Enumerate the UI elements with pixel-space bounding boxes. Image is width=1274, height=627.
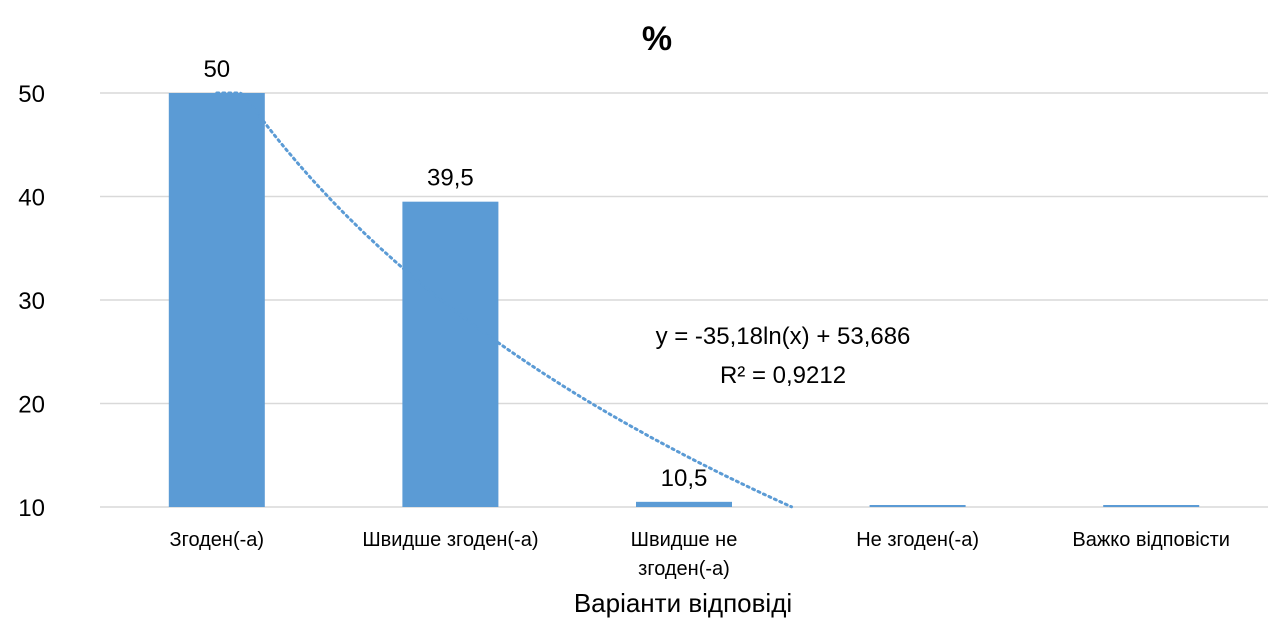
bar [636, 501, 732, 507]
x-tick-label: Важко відповісти [1072, 529, 1230, 551]
y-tick-label: 10 [18, 495, 45, 522]
trendline [215, 91, 793, 509]
y-tick-label: 40 [18, 185, 45, 212]
data-label: 10,5 [661, 465, 708, 492]
bar [168, 93, 265, 507]
data-label: 39,5 [427, 165, 474, 192]
trendline-path [215, 91, 793, 509]
chart-title: % [642, 20, 672, 58]
x-tick-label: Швидше не [631, 529, 738, 551]
y-tick-label: 30 [18, 288, 45, 315]
y-tick-label: 20 [18, 392, 45, 419]
trendline-r-squared: R² = 0,9212 [720, 362, 846, 389]
data-labels: 50 39,5 10,5 [203, 56, 707, 492]
x-tick-label: згоден(-а) [638, 558, 730, 580]
x-axis-ticks: Згоден(-а) Швидше згоден(-а) Швидше не згод… [170, 529, 1230, 580]
x-tick-label: Не згоден(-а) [856, 529, 979, 551]
bar [869, 505, 966, 507]
bar [1103, 505, 1200, 507]
x-axis-label: Варіанти відповіді [574, 588, 792, 618]
trendline-equation: y = -35,18ln(x) + 53,686 [656, 323, 911, 350]
x-tick-label: Згоден(-а) [170, 529, 265, 551]
y-tick-label: 50 [18, 81, 45, 108]
data-label: 50 [203, 56, 230, 83]
bars [168, 93, 1200, 508]
bar [402, 201, 499, 508]
gridlines [100, 92, 1268, 508]
x-tick-label: Швидше згоден(-а) [362, 529, 538, 551]
y-axis-ticks: 10 20 30 40 50 [18, 81, 45, 522]
